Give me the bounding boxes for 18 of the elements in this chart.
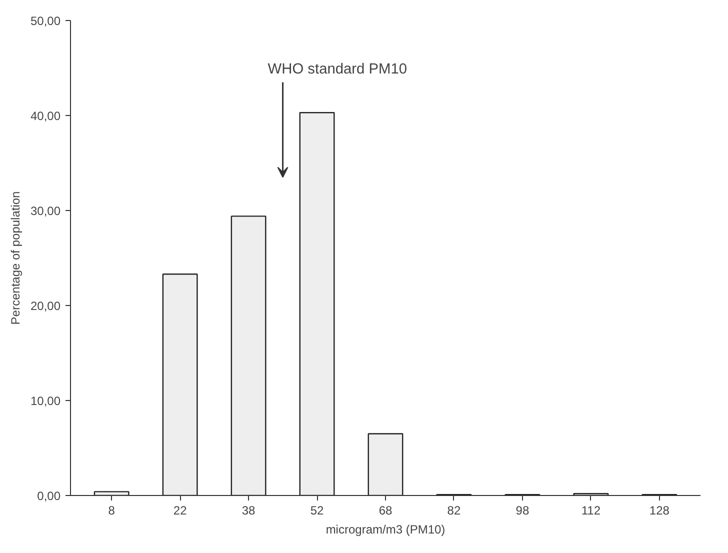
x-tick-label: 38	[242, 504, 256, 518]
y-tick-label: 50,00	[30, 14, 61, 28]
y-axis-title: Percentage of population	[8, 191, 22, 325]
x-tick-label: 8	[108, 504, 116, 518]
x-axis-title: microgram/m3 (PM10)	[326, 522, 446, 536]
x-tick-label: 128	[649, 504, 670, 518]
y-tick-label: 20,00	[30, 299, 61, 313]
x-tick-label: 52	[310, 504, 324, 518]
y-tick-label: 0,00	[37, 489, 61, 503]
annotation: WHO standard PM10	[268, 62, 408, 78]
x-tick-label: 112	[581, 504, 601, 518]
x-tick-label: 98	[516, 504, 530, 518]
y-tick-label: 10,00	[30, 394, 61, 408]
y-tick-label: 40,00	[30, 109, 61, 123]
x-tick-label: 68	[378, 504, 392, 518]
y-tick-label: 30,00	[30, 204, 61, 218]
x-tick-label: 22	[173, 504, 188, 518]
x-tick-label: 82	[447, 504, 461, 518]
